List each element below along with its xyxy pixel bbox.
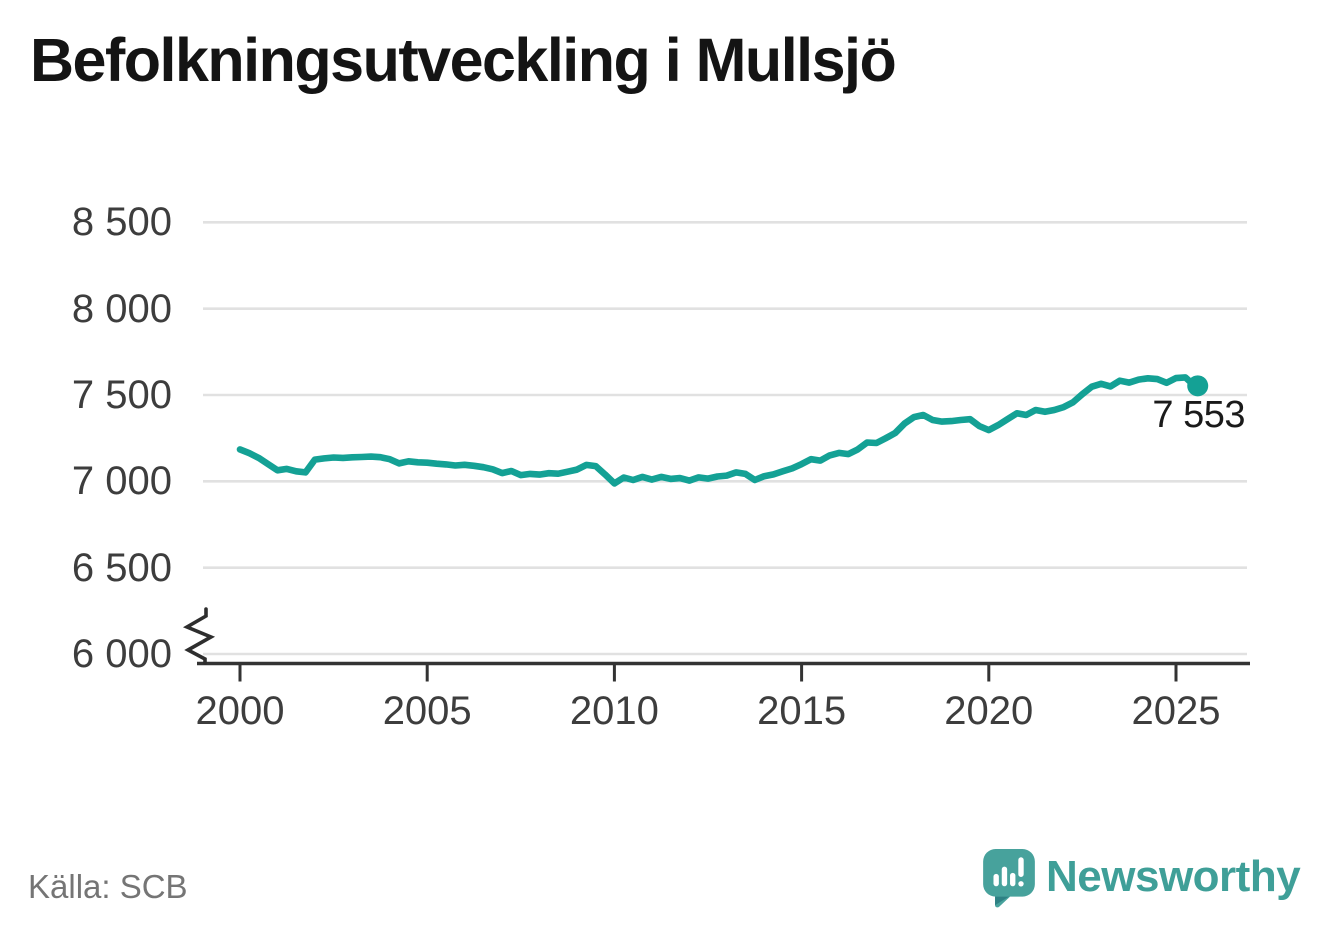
x-tick-label: 2025: [1131, 689, 1221, 733]
exclamation-dot: [1018, 881, 1024, 887]
x-tick-label: 2005: [382, 689, 472, 733]
end-point-dot: [1187, 375, 1209, 397]
y-tick-label: 8 000: [71, 286, 172, 331]
population-line-series: [236, 374, 1209, 487]
bar-chart-glyph: [993, 857, 1024, 887]
speech-bubble-shape: [983, 849, 1035, 908]
exclamation-bar: [1018, 857, 1024, 877]
x-tick-label: 2010: [569, 689, 659, 733]
x-tick-label: 2015: [757, 689, 847, 733]
axes: [182, 607, 1250, 682]
gridlines: [203, 221, 1247, 656]
newsworthy-logo-text: Newsworthy: [1046, 852, 1301, 901]
end-value-label: 7 553: [1152, 394, 1245, 436]
x-tick-label: 2000: [195, 689, 285, 733]
y-tick-label: 7 000: [71, 459, 172, 504]
y-tick-label: 6 000: [71, 632, 172, 676]
y-tick-label: 8 500: [71, 200, 172, 245]
chart-title: Befolkningsutveckling i Mullsjö: [30, 26, 897, 94]
x-tick-label: 2020: [944, 689, 1034, 733]
y-tick-label: 7 500: [71, 373, 172, 417]
newsworthy-bubble-chart-icon: [983, 849, 1035, 908]
newsworthy-logo: Newsworthy: [980, 846, 1301, 908]
axis-break-icon: [182, 607, 216, 665]
population-line: [236, 374, 1198, 487]
source-label: Källa: SCB: [28, 868, 188, 905]
y-tick-label: 6 500: [71, 545, 172, 590]
